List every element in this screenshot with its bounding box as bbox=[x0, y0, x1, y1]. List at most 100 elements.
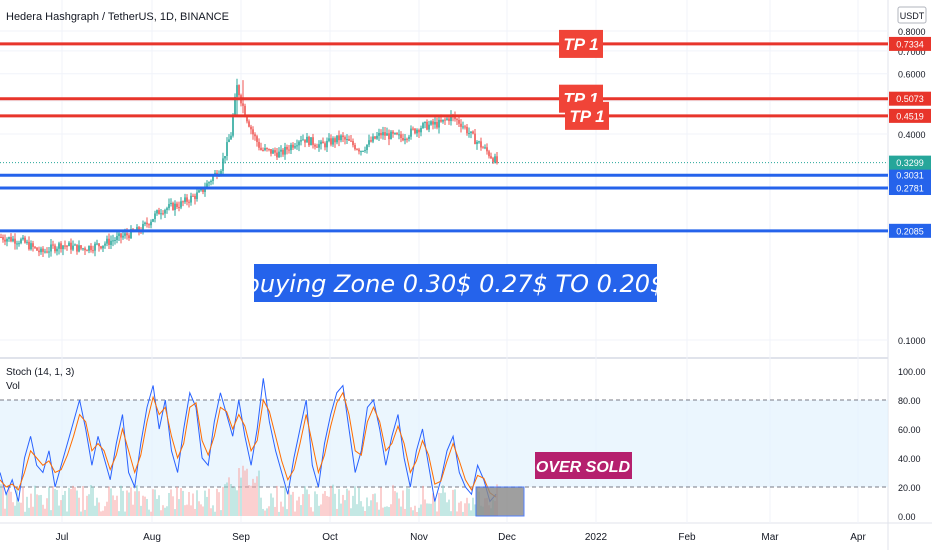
candle-body bbox=[90, 245, 92, 251]
candle-body bbox=[156, 210, 158, 214]
volume-bar bbox=[242, 465, 244, 516]
candle-body bbox=[270, 149, 272, 154]
candle-body bbox=[350, 140, 352, 142]
volume-bar bbox=[238, 468, 240, 516]
price-tag-bg bbox=[889, 108, 931, 123]
volume-bar bbox=[88, 494, 90, 516]
volume-bar bbox=[2, 484, 4, 516]
candle-body bbox=[80, 245, 82, 249]
volume-bar bbox=[138, 491, 140, 516]
volume-bar bbox=[28, 507, 30, 516]
candle-body bbox=[186, 197, 188, 202]
candle-body bbox=[438, 119, 440, 128]
candle-body bbox=[66, 245, 68, 247]
candle-body bbox=[316, 146, 318, 148]
candle-body bbox=[72, 245, 74, 250]
time-tick-label: Feb bbox=[678, 532, 696, 543]
volume-bar bbox=[158, 495, 160, 516]
volume-bar bbox=[190, 505, 192, 516]
candle-body bbox=[220, 170, 222, 174]
candle-body bbox=[308, 136, 310, 146]
volume-bar bbox=[382, 507, 384, 516]
candle-body bbox=[200, 188, 202, 191]
candle-body bbox=[374, 136, 376, 139]
candle-body bbox=[464, 126, 466, 128]
candle-body bbox=[222, 158, 224, 171]
candle-body bbox=[462, 126, 464, 128]
candle-body bbox=[230, 135, 232, 140]
volume-bar bbox=[456, 511, 458, 516]
candle-body bbox=[244, 105, 246, 117]
volume-bar bbox=[164, 507, 166, 516]
volume-bar bbox=[432, 493, 434, 516]
candle-body bbox=[128, 235, 130, 239]
candle-body bbox=[472, 131, 474, 134]
volume-bar bbox=[136, 485, 138, 516]
candle-body bbox=[44, 251, 46, 253]
volume-bar bbox=[62, 494, 64, 516]
volume-bar bbox=[102, 510, 104, 516]
level-lines bbox=[0, 42, 888, 233]
volume-bar bbox=[418, 507, 420, 516]
candle-body bbox=[478, 141, 480, 143]
candle-body bbox=[448, 118, 450, 122]
candle-body bbox=[496, 156, 498, 163]
candle-body bbox=[480, 141, 482, 148]
currency-badge[interactable]: USDT bbox=[897, 6, 927, 24]
time-tick-label: Dec bbox=[498, 532, 516, 543]
volume-bar bbox=[450, 511, 452, 516]
candle-body bbox=[64, 245, 66, 247]
candle-body bbox=[310, 137, 312, 146]
candle-body bbox=[494, 156, 496, 163]
volume-bar bbox=[280, 501, 282, 516]
candle-body bbox=[206, 183, 208, 189]
volume-bar bbox=[36, 494, 38, 516]
volume-bar bbox=[204, 490, 206, 516]
volume-bar bbox=[160, 510, 162, 516]
candle-body bbox=[232, 115, 234, 136]
volume-bar bbox=[12, 502, 14, 516]
candle-body bbox=[204, 188, 206, 192]
candle-body bbox=[170, 202, 172, 205]
volume-bar bbox=[120, 485, 122, 516]
candle-body bbox=[226, 142, 228, 156]
tp-label-bg bbox=[565, 101, 609, 130]
candle-body bbox=[146, 222, 148, 225]
volume-bar bbox=[58, 505, 60, 516]
candle-body bbox=[228, 139, 230, 143]
candle-body bbox=[84, 248, 86, 251]
volume-bar bbox=[274, 506, 276, 516]
volume-bar bbox=[416, 511, 418, 516]
candle-body bbox=[450, 114, 452, 122]
volume-bar bbox=[384, 506, 386, 516]
volume-bar bbox=[108, 486, 110, 516]
volume-bar bbox=[462, 511, 464, 516]
volume-bar bbox=[228, 477, 230, 516]
volume-bar bbox=[314, 491, 316, 516]
candle-body bbox=[102, 245, 104, 249]
candle-body bbox=[268, 148, 270, 150]
stoch-tick-label: 40.00 bbox=[898, 454, 921, 464]
candle-body bbox=[160, 213, 162, 215]
candle-body bbox=[370, 140, 372, 142]
volume-bar bbox=[334, 493, 336, 516]
candle-body bbox=[486, 147, 488, 152]
volume-bar bbox=[16, 487, 18, 516]
candle-body bbox=[406, 138, 408, 140]
candle-body bbox=[110, 240, 112, 245]
price-tag-label: 0.2085 bbox=[896, 226, 924, 236]
candle-body bbox=[196, 192, 198, 199]
volume-bar bbox=[356, 504, 358, 516]
volume-bar bbox=[42, 504, 44, 516]
volume-bar bbox=[220, 510, 222, 516]
volume-bar bbox=[310, 507, 312, 516]
candle-body bbox=[88, 245, 90, 251]
candle-body bbox=[366, 144, 368, 151]
volume-bar bbox=[188, 492, 190, 516]
volume-bar bbox=[34, 485, 36, 516]
volume-bar bbox=[230, 484, 232, 516]
volume-bar bbox=[240, 477, 242, 516]
volume-bar bbox=[130, 487, 132, 516]
time-tick-label: Sep bbox=[232, 532, 250, 543]
